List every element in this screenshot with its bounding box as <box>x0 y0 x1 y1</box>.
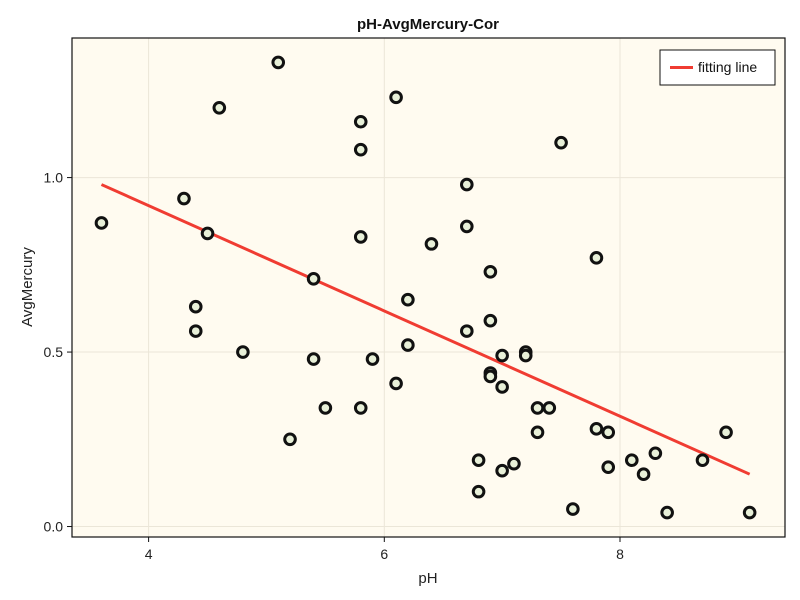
data-point <box>554 135 568 150</box>
data-point <box>271 55 286 70</box>
data-point <box>353 114 368 129</box>
data-point <box>283 432 297 447</box>
data-point <box>589 422 604 436</box>
x-axis-label: pH <box>418 570 437 587</box>
data-point <box>495 348 509 363</box>
data-point <box>460 219 474 234</box>
chart-title: pH-AvgMercury-Cor <box>357 16 499 33</box>
data-point <box>601 460 616 475</box>
data-point <box>389 376 403 391</box>
data-point <box>566 502 580 516</box>
x-tick-label: 4 <box>145 546 153 562</box>
data-point <box>495 380 509 394</box>
data-point <box>483 264 498 279</box>
data-point <box>460 177 474 192</box>
data-point <box>495 463 509 478</box>
data-point <box>236 345 250 359</box>
y-tick-label: 1.0 <box>44 170 64 186</box>
data-point <box>353 142 368 157</box>
y-axis-ticks: 0.0 0.5 1.0 <box>44 170 72 535</box>
x-axis-ticks: 4 6 8 <box>145 537 624 562</box>
data-point <box>353 401 368 415</box>
data-point <box>636 467 651 481</box>
data-point <box>188 324 203 338</box>
legend-entry-fitting-line: fitting line <box>698 59 757 75</box>
data-point <box>401 338 415 352</box>
plot-background <box>72 38 785 537</box>
grid-lines <box>72 38 785 537</box>
data-point <box>353 230 368 244</box>
data-point <box>200 226 215 241</box>
data-point <box>601 425 616 440</box>
data-point <box>424 237 439 251</box>
data-point <box>589 251 604 265</box>
data-point <box>660 505 674 520</box>
data-point <box>318 401 333 415</box>
data-point <box>648 446 663 461</box>
data-point <box>518 348 533 363</box>
data-point <box>306 271 321 286</box>
data-point <box>719 425 733 440</box>
data-point <box>507 456 521 471</box>
data-point <box>624 453 639 468</box>
data-point <box>530 401 545 415</box>
data-point <box>471 453 486 468</box>
y-axis-label: AvgMercury <box>19 247 36 327</box>
data-point <box>530 425 545 440</box>
data-point <box>460 324 474 338</box>
data-point <box>389 90 403 105</box>
data-point <box>306 352 321 366</box>
data-point <box>471 484 486 499</box>
data-point <box>742 505 757 520</box>
data-points <box>94 55 757 520</box>
data-point <box>401 292 415 307</box>
data-point <box>695 453 710 468</box>
plot-frame <box>71 37 786 538</box>
data-point <box>542 401 557 415</box>
x-tick-label: 8 <box>616 546 624 562</box>
y-tick-label: 0.0 <box>44 519 64 535</box>
data-point <box>177 191 191 206</box>
data-point <box>188 299 203 314</box>
y-tick-label: 0.5 <box>44 344 64 360</box>
legend: fitting line <box>659 49 776 86</box>
data-point <box>483 313 498 328</box>
data-point <box>483 369 498 384</box>
data-point <box>365 352 380 366</box>
data-point <box>94 216 109 230</box>
data-point <box>212 100 227 115</box>
x-tick-label: 6 <box>380 546 388 562</box>
